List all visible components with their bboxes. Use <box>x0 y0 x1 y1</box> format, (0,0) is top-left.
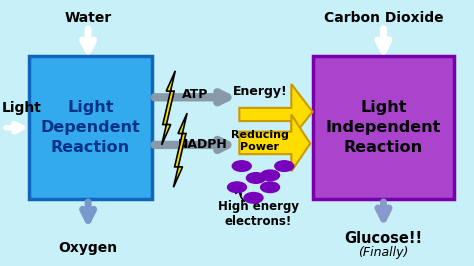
Text: Energy!: Energy! <box>233 85 288 98</box>
Circle shape <box>228 182 246 193</box>
Text: Oxygen: Oxygen <box>59 241 118 255</box>
FancyBboxPatch shape <box>29 56 152 199</box>
Polygon shape <box>173 113 187 187</box>
Text: Reducing
Power: Reducing Power <box>231 130 289 152</box>
Text: NADPH: NADPH <box>178 138 228 151</box>
Circle shape <box>232 161 251 171</box>
Text: Glucose!!: Glucose!! <box>345 231 423 246</box>
Polygon shape <box>239 114 310 171</box>
FancyBboxPatch shape <box>313 56 455 199</box>
Circle shape <box>275 161 294 171</box>
Text: Light
Dependent
Reaction: Light Dependent Reaction <box>41 100 140 155</box>
Circle shape <box>261 170 280 181</box>
Polygon shape <box>162 71 175 145</box>
Text: ATP: ATP <box>182 88 209 101</box>
Polygon shape <box>239 84 313 138</box>
Text: Light
Independent
Reaction: Light Independent Reaction <box>326 100 441 155</box>
Text: Light: Light <box>2 101 42 115</box>
Text: (Finally): (Finally) <box>358 246 409 259</box>
Text: Water: Water <box>64 11 112 25</box>
Circle shape <box>246 173 265 183</box>
Circle shape <box>244 193 263 203</box>
Text: High energy
electrons!: High energy electrons! <box>218 200 299 228</box>
Text: Carbon Dioxide: Carbon Dioxide <box>324 11 443 25</box>
Circle shape <box>261 182 280 193</box>
